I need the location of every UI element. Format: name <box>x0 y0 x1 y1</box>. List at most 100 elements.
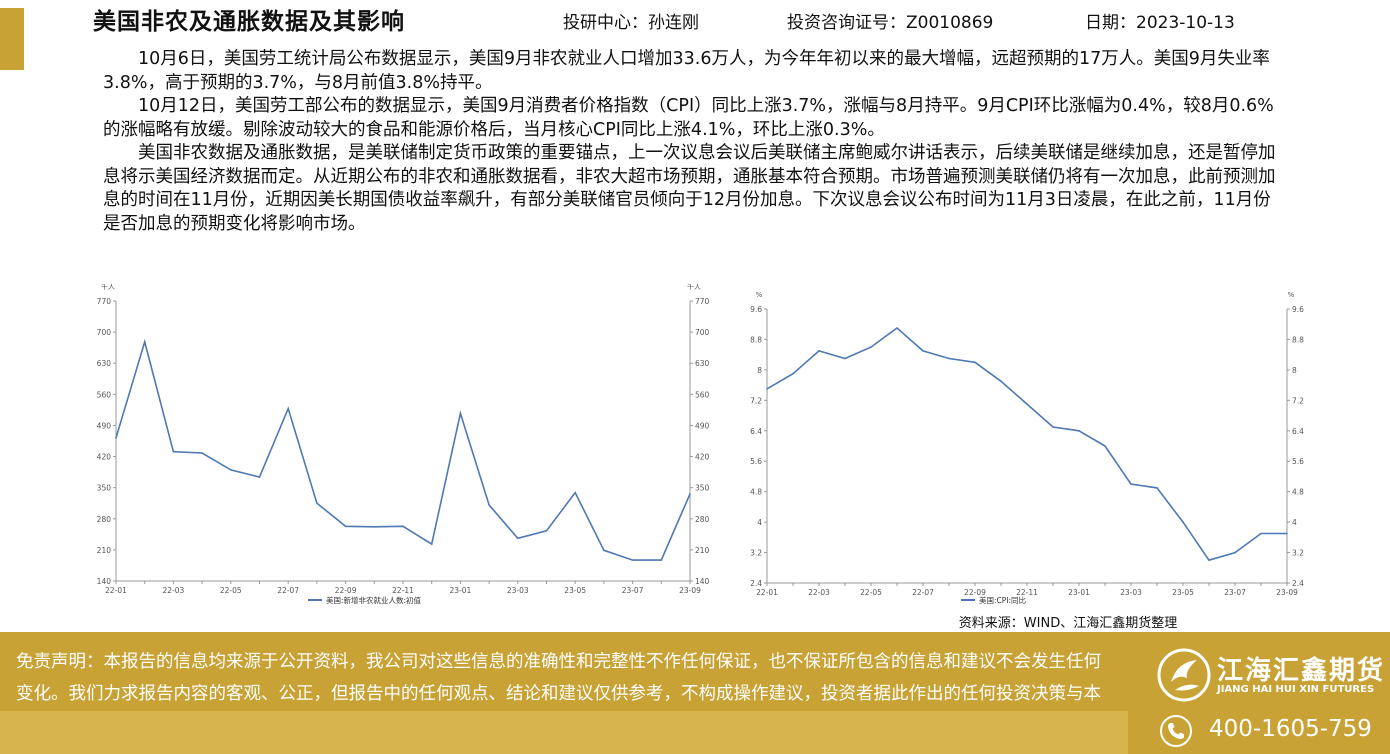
y-tick-label-left: 4 <box>757 518 762 527</box>
y-tick-label-left: 2.4 <box>750 579 762 588</box>
data-point <box>430 543 433 545</box>
y-tick-label-right: 4 <box>1292 518 1297 527</box>
y-tick-label-right: 7.2 <box>1292 396 1304 405</box>
data-point <box>574 491 576 494</box>
data-point <box>230 469 232 471</box>
x-tick-label: 22-05 <box>220 586 242 595</box>
cpi-yoy-chart: %% 2.4 2.4 3.2 3.2 4 4 4.8 4.8 5.6 5.6 6.4 6.4 7.2 7.2… <box>735 290 1325 610</box>
chart-svg: % % 2.4 2.4 3.2 3.2 4 4 4.8 4.8 5.6 5.6 6.4 6.4 7.2 7.2… <box>750 291 1304 605</box>
data-point <box>115 437 117 439</box>
y-tick-label-right: 2.4 <box>1292 579 1304 588</box>
data-point <box>517 537 519 540</box>
data-point <box>316 502 318 505</box>
x-tick-label: 23-07 <box>1224 588 1246 597</box>
data-point <box>1104 445 1106 447</box>
author-label: 投研中心：孙连刚 <box>563 13 699 33</box>
company-logo-icon <box>1157 648 1211 702</box>
page-title: 美国非农及通胀数据及其影响 <box>93 9 405 35</box>
x-tick-label: 23-09 <box>679 586 701 595</box>
data-point <box>1182 521 1184 523</box>
y-tick-label-left: 210 <box>97 546 112 555</box>
x-tick-label: 23-05 <box>564 586 586 595</box>
y-tick-label-right: 700 <box>695 328 710 337</box>
y-tick-label-right: 140 <box>695 577 710 586</box>
hotline: 400-1605-759 <box>1157 714 1387 750</box>
data-point <box>792 372 794 375</box>
y-tick-label-left: 3.2 <box>750 549 762 558</box>
x-tick-label: 22-07 <box>912 588 934 597</box>
y-unit-right: 千人 <box>687 284 701 291</box>
article-body: 10月6日，美国劳工统计局公布数据显示，美国9月非农就业人口增加33.6万人，为… <box>103 48 1288 236</box>
y-unit-left: % <box>756 291 763 299</box>
title-accent-bar <box>0 8 24 70</box>
y-tick-label-right: 280 <box>695 515 710 524</box>
x-tick-label: 22-11 <box>392 586 414 595</box>
x-tick-label: 23-05 <box>1172 588 1194 597</box>
data-point <box>143 341 146 343</box>
company-brand: 江海汇鑫期货 JIANG HAI HUI XIN FUTURES <box>1157 646 1387 706</box>
chart-svg: 千人 千人 140 140 210 210 280 280 350 350 420 420 490 490… <box>97 284 710 605</box>
data-point <box>766 388 768 390</box>
paragraph-cpi: 10月12日，美国劳工部公布的数据显示，美国9月消费者价格指数（CPI）同比上涨… <box>103 96 1274 140</box>
y-tick-label-left: 490 <box>97 421 112 430</box>
y-unit-right: % <box>1288 291 1295 299</box>
y-tick-label-right: 9.6 <box>1292 305 1304 314</box>
report-date: 日期：2023-10-13 <box>1085 13 1235 33</box>
data-point <box>258 476 261 478</box>
data-point <box>603 549 605 552</box>
x-tick-label: 22-03 <box>163 586 185 595</box>
license-number: 投资咨询证号：Z0010869 <box>787 13 994 33</box>
data-point <box>689 493 691 495</box>
x-tick-label: 22-03 <box>808 588 830 597</box>
y-tick-label-right: 4.8 <box>1292 488 1304 497</box>
y-tick-label-right: 3.2 <box>1292 549 1304 558</box>
data-point <box>631 559 634 561</box>
y-tick-label-left: 560 <box>97 390 112 399</box>
x-tick-label: 23-07 <box>622 586 644 595</box>
data-point <box>1286 532 1288 535</box>
y-tick-label-left: 350 <box>97 484 112 493</box>
x-tick-label: 23-09 <box>1276 588 1298 597</box>
x-tick-label: 22-01 <box>756 588 778 597</box>
y-tick-label-right: 6.4 <box>1292 427 1304 436</box>
y-tick-label-left: 140 <box>97 577 112 586</box>
x-tick-label: 23-03 <box>1120 588 1142 597</box>
series-line <box>766 326 1287 562</box>
x-tick-label: 23-03 <box>507 586 529 595</box>
data-point <box>1208 559 1210 561</box>
x-tick-label: 22-11 <box>1016 588 1038 597</box>
disclaimer-text: 免责声明：本报告的信息均来源于公开资料，我公司对这些信息的准确性和完整性不作任何… <box>16 652 1101 736</box>
footer-bar: 免责声明：本报告的信息均来源于公开资料，我公司对这些信息的准确性和完整性不作任何… <box>0 632 1390 754</box>
company-name-en: JIANG HAI HUI XIN FUTURES <box>1217 684 1375 695</box>
y-tick-label-right: 630 <box>695 359 710 368</box>
data-point <box>488 504 490 506</box>
data-point <box>896 327 898 329</box>
data-point <box>402 525 404 528</box>
y-tick-label-left: 8.8 <box>750 335 762 344</box>
y-tick-label-left: 420 <box>97 453 112 462</box>
phone-icon <box>1160 715 1192 747</box>
x-tick-label: 22-09 <box>964 588 986 597</box>
y-tick-label-left: 280 <box>97 515 112 524</box>
data-point <box>344 525 347 528</box>
y-tick-label-left: 8 <box>757 366 762 375</box>
y-tick-label-left: 700 <box>97 328 112 337</box>
data-point <box>948 357 950 360</box>
paragraph-payrolls: 10月6日，美国劳工统计局公布数据显示，美国9月非农就业人口增加33.6万人，为… <box>103 49 1270 93</box>
data-point <box>172 450 175 453</box>
y-tick-label-right: 420 <box>695 453 710 462</box>
y-tick-label-right: 770 <box>695 297 710 306</box>
data-point <box>373 525 376 528</box>
data-point <box>545 529 548 532</box>
data-point <box>974 361 976 364</box>
data-point <box>1052 426 1054 428</box>
data-point <box>1156 487 1158 489</box>
y-tick-label-right: 490 <box>695 421 710 430</box>
data-point <box>844 357 846 360</box>
hotline-number: 400-1605-759 <box>1209 716 1372 742</box>
y-tick-label-right: 560 <box>695 390 710 399</box>
data-point <box>922 350 924 352</box>
x-tick-label: 23-01 <box>450 586 472 595</box>
data-point <box>818 350 820 352</box>
y-tick-label-left: 9.6 <box>750 305 762 314</box>
